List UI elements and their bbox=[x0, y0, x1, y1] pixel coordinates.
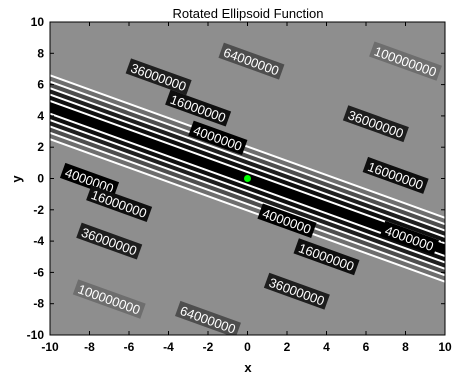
x-tick-label: -6 bbox=[124, 340, 135, 354]
y-tick-label: -10 bbox=[27, 328, 45, 342]
contour-line-64000000-lower bbox=[50, 131, 445, 277]
contour-label-bg bbox=[257, 203, 317, 238]
y-tick-label: -8 bbox=[33, 297, 44, 311]
contour-line-16000000-lower bbox=[50, 119, 445, 264]
y-tick-label: 10 bbox=[31, 15, 45, 29]
x-tick-label: 10 bbox=[438, 340, 452, 354]
contour-label-bg bbox=[293, 238, 360, 276]
contour-label-bg bbox=[76, 222, 143, 260]
x-axis-label: x bbox=[244, 360, 252, 375]
contour-label-bg bbox=[174, 300, 242, 335]
y-tick-label: -6 bbox=[33, 265, 44, 279]
y-tick-label: 2 bbox=[37, 140, 44, 154]
y-tick-label: -2 bbox=[33, 203, 44, 217]
x-tick-label: -8 bbox=[84, 340, 95, 354]
y-axis-label: y bbox=[9, 175, 24, 183]
contour-label-bg bbox=[218, 42, 285, 80]
contour-label-bg bbox=[188, 120, 248, 156]
contour-label-bg bbox=[165, 89, 232, 127]
x-tick-label: -2 bbox=[203, 340, 214, 354]
x-tick-label: 8 bbox=[402, 340, 409, 354]
contour-label-bg bbox=[72, 279, 146, 319]
y-tick-label: -4 bbox=[33, 234, 44, 248]
x-tick-label: -4 bbox=[163, 340, 174, 354]
contour-label-bg bbox=[369, 41, 442, 81]
contour-label-bg bbox=[125, 58, 192, 96]
contour-label-bg bbox=[362, 156, 429, 194]
x-tick-label: 0 bbox=[244, 340, 251, 354]
minimum-point bbox=[244, 175, 251, 182]
contour-line-36000000-upper bbox=[50, 87, 445, 232]
contour-line-4000000-upper bbox=[50, 99, 445, 245]
contour-line-16000000-upper bbox=[50, 93, 445, 238]
contour-label-bg bbox=[59, 162, 120, 198]
contour-line-100000000-lower bbox=[50, 138, 445, 283]
plot-area: 64000000 10000000036000000360000001600000… bbox=[50, 22, 445, 335]
x-tick-label: 2 bbox=[284, 340, 291, 354]
contour-line-4000000-lower bbox=[50, 112, 445, 258]
y-tick-label: 6 bbox=[37, 78, 44, 92]
contour-line-100000000-upper bbox=[50, 74, 445, 219]
x-tick-label: -10 bbox=[41, 340, 59, 354]
y-tick-label: 8 bbox=[37, 46, 44, 60]
axes: -10 -8 -6 -4 -2 0 2 4 6 8 10 -10 -8 -6 -4 -2 0 2 4 6 8 10 bbox=[27, 15, 452, 354]
contour-line-64000000-upper bbox=[50, 80, 445, 226]
contour-label-bg bbox=[379, 220, 440, 256]
contour-label-bg bbox=[263, 272, 330, 310]
y-tick-label: 4 bbox=[37, 109, 44, 123]
chart-title: Rotated Ellipsoid Function bbox=[172, 6, 323, 21]
contour-label-bg bbox=[86, 185, 153, 222]
y-tick-label: 0 bbox=[37, 172, 44, 186]
contour-label-bg bbox=[342, 105, 409, 143]
x-tick-label: 6 bbox=[363, 340, 370, 354]
contour-line-36000000-lower bbox=[50, 125, 445, 270]
x-tick-label: 4 bbox=[323, 340, 330, 354]
